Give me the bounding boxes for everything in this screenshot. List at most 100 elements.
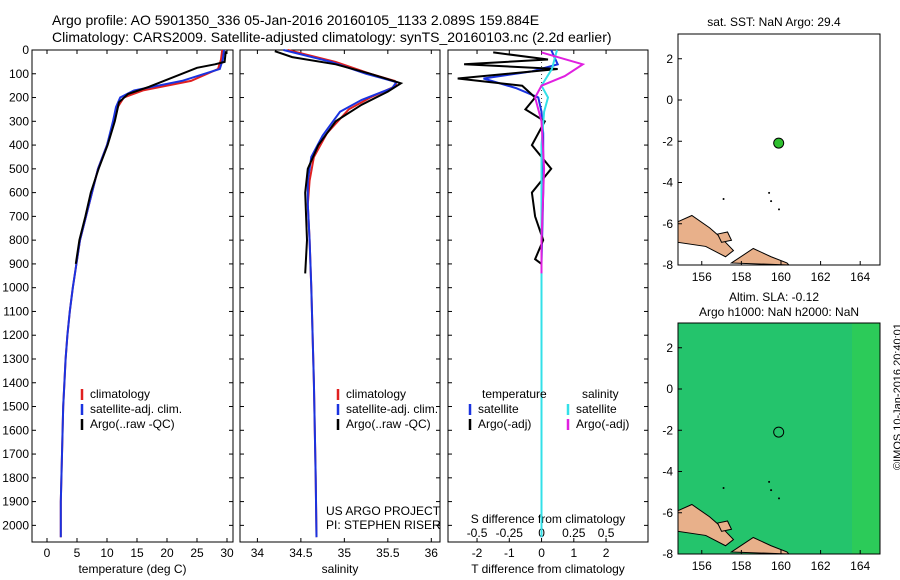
sst-map-xtick-label: 162 bbox=[811, 270, 831, 284]
sst-map-ytick-label: -4 bbox=[662, 176, 673, 190]
sla-map-ytick-label: 0 bbox=[666, 382, 673, 396]
salinity-profile-xtick-label: 36 bbox=[425, 546, 439, 560]
temperature-profile-xlabel: temperature (deg C) bbox=[78, 562, 186, 576]
depth-tick-label: 1700 bbox=[2, 447, 29, 461]
series-line-argoadj bbox=[534, 51, 586, 274]
difference-from-climatology-xtick-label: -1 bbox=[504, 546, 515, 560]
sla-color-field bbox=[678, 323, 880, 554]
land-bougainville bbox=[677, 214, 735, 258]
sla-field-highlight bbox=[852, 323, 880, 554]
series-line-satellite bbox=[540, 49, 558, 538]
sst-map-title: sat. SST: NaN Argo: 29.4 bbox=[707, 15, 841, 29]
temperature-profile-xtick-label: 10 bbox=[100, 546, 114, 560]
series-line-satelliteadjclim bbox=[283, 49, 399, 538]
depth-tick-label: 700 bbox=[9, 209, 29, 223]
depth-tick-label: 500 bbox=[9, 162, 29, 176]
depth-tick-label: 400 bbox=[9, 138, 29, 152]
depth-tick-label: 1200 bbox=[2, 328, 29, 342]
temperature-profile-xtick-label: 0 bbox=[44, 546, 51, 560]
atoll-dot bbox=[778, 497, 780, 500]
difference-from-climatology-x2tick-label: 0.5 bbox=[598, 526, 615, 540]
sla-map-xtick-label: 158 bbox=[731, 559, 751, 573]
depth-tick-label: 1000 bbox=[2, 281, 29, 295]
salinity-profile-legend-entry: climatology bbox=[346, 387, 406, 401]
sst-map-xtick-label: 156 bbox=[692, 270, 712, 284]
difference-from-climatology-x2tick-label: 0.25 bbox=[562, 526, 586, 540]
series-line-satellite bbox=[483, 49, 560, 538]
land-island bbox=[716, 231, 733, 243]
salinity-profile-xlabel: salinity bbox=[322, 562, 359, 576]
figure-title-line1: Argo profile: AO 5901350_336 05-Jan-2016… bbox=[52, 12, 540, 28]
difference-from-climatology-x2label: S difference from climatology bbox=[471, 512, 626, 526]
sla-map-ytick-label: -2 bbox=[662, 423, 673, 437]
sla-map-ytick-label: -6 bbox=[662, 506, 673, 520]
depth-tick-label: 0 bbox=[22, 43, 29, 57]
depth-tick-label: 1900 bbox=[2, 495, 29, 509]
difference-from-climatology-xtick-label: 0 bbox=[538, 546, 545, 560]
atoll-dot bbox=[722, 487, 725, 489]
difference-from-climatology-xtick-label: 1 bbox=[570, 546, 577, 560]
sst-map-ytick-label: -2 bbox=[662, 134, 673, 148]
land-solomon bbox=[729, 247, 791, 266]
depth-tick-label: 800 bbox=[9, 233, 29, 247]
difference-from-climatology-legend-entry: Argo(-adj) bbox=[576, 417, 629, 431]
temperature-profile-xtick-label: 20 bbox=[160, 546, 174, 560]
argo-float-marker bbox=[773, 426, 785, 438]
difference-from-climatology-legend-entry: Argo(-adj) bbox=[478, 417, 531, 431]
salinity-profile-xtick-label: 35 bbox=[338, 546, 352, 560]
difference-from-climatology-legend-entry: satellite bbox=[478, 402, 519, 416]
temperature-profile-xtick-label: 15 bbox=[130, 546, 144, 560]
atoll-dot bbox=[768, 191, 771, 194]
temperature-profile-legend-entry: Argo(..raw -QC) bbox=[90, 417, 175, 431]
sla-map-title: Altim. SLA: -0.12 bbox=[729, 290, 819, 304]
difference-from-climatology-xtick-label: 2 bbox=[603, 546, 610, 560]
sla-map-ytick-label: 2 bbox=[666, 341, 673, 355]
depth-tick-label: 1800 bbox=[2, 471, 29, 485]
sst-map-xtick-label: 160 bbox=[771, 270, 791, 284]
sla-map-subtitle: Argo h1000: NaN h2000: NaN bbox=[699, 305, 859, 319]
series-line-argorawqc bbox=[274, 50, 404, 274]
temperature-profile-xtick-label: 30 bbox=[220, 546, 234, 560]
series-line-satelliteadjclim bbox=[59, 49, 225, 538]
sst-map-xtick-label: 158 bbox=[731, 270, 751, 284]
sla-map-xtick-label: 162 bbox=[811, 559, 831, 573]
sla-map-xtick-label: 164 bbox=[850, 559, 870, 573]
difference-from-climatology-axes-box bbox=[447, 49, 649, 543]
legend-title-temperature: temperature bbox=[482, 387, 547, 401]
temperature-profile-axes-box bbox=[31, 49, 234, 543]
sst-map-ytick-label: 2 bbox=[666, 52, 673, 66]
depth-tick-label: 1500 bbox=[2, 400, 29, 414]
atoll-dot bbox=[768, 480, 771, 483]
sla-map-frame bbox=[677, 322, 881, 555]
salinity-profile-legend-entry: Argo(..raw -QC) bbox=[346, 417, 431, 431]
salinity-profile-xtick-label: 35.5 bbox=[376, 546, 400, 560]
depth-tick-label: 900 bbox=[9, 257, 29, 271]
land-bougainville bbox=[677, 503, 735, 547]
figure-title-line2: Climatology: CARS2009. Satellite-adjuste… bbox=[52, 29, 612, 45]
sla-map-ytick-label: -4 bbox=[662, 465, 673, 479]
sla-map-xtick-label: 156 bbox=[692, 559, 712, 573]
depth-tick-label: 2000 bbox=[2, 518, 29, 532]
salinity-profile-legend-entry: satellite-adj. clim. bbox=[346, 402, 438, 416]
temperature-profile-legend-entry: climatology bbox=[90, 387, 150, 401]
atoll-dot bbox=[770, 200, 773, 203]
argo-float-marker bbox=[773, 137, 785, 149]
sst-map-ytick-label: -8 bbox=[662, 258, 673, 272]
depth-tick-label: 1300 bbox=[2, 352, 29, 366]
temperature-profile-xtick-label: 5 bbox=[74, 546, 81, 560]
sst-map-ytick-label: 0 bbox=[666, 93, 673, 107]
atoll-dot bbox=[722, 198, 725, 200]
atoll-dot bbox=[778, 208, 780, 211]
series-line-climatology bbox=[59, 49, 224, 538]
difference-from-climatology-x2tick-label: -0.25 bbox=[496, 526, 524, 540]
sst-map-frame bbox=[677, 33, 881, 266]
difference-from-climatology-xtick-label: -2 bbox=[472, 546, 483, 560]
atoll-dot bbox=[770, 489, 773, 492]
depth-tick-label: 600 bbox=[9, 186, 29, 200]
depth-tick-label: 300 bbox=[9, 114, 29, 128]
temperature-profile-xtick-label: 25 bbox=[190, 546, 204, 560]
sla-map-xtick-label: 160 bbox=[771, 559, 791, 573]
sst-map-ytick-label: -6 bbox=[662, 217, 673, 231]
sst-map-xtick-label: 164 bbox=[850, 270, 870, 284]
